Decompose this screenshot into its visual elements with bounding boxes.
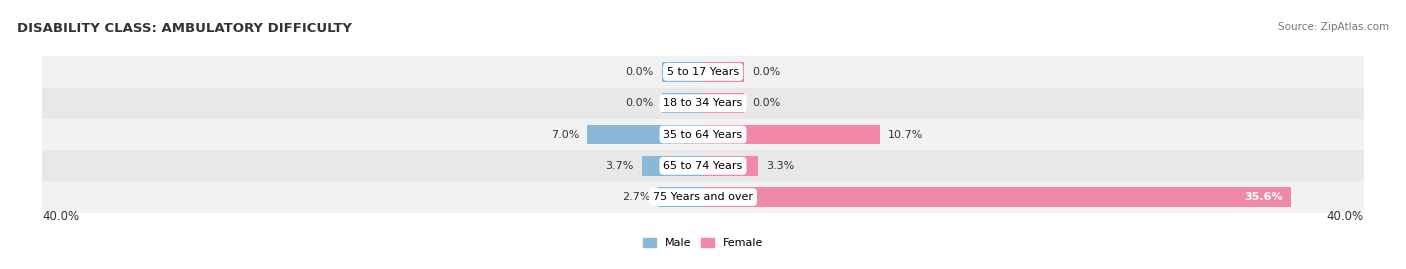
- Text: 3.7%: 3.7%: [605, 161, 634, 171]
- Bar: [703, 125, 880, 144]
- Bar: [588, 125, 703, 144]
- Bar: [42, 119, 1364, 150]
- Text: 0.0%: 0.0%: [752, 67, 780, 77]
- Text: 40.0%: 40.0%: [1327, 210, 1364, 223]
- Text: 18 to 34 Years: 18 to 34 Years: [664, 98, 742, 108]
- Bar: [42, 56, 1364, 87]
- Text: 7.0%: 7.0%: [551, 129, 579, 140]
- Text: 35 to 64 Years: 35 to 64 Years: [664, 129, 742, 140]
- Text: 5 to 17 Years: 5 to 17 Years: [666, 67, 740, 77]
- Text: 10.7%: 10.7%: [889, 129, 924, 140]
- Bar: [703, 187, 1291, 207]
- Bar: [703, 156, 758, 175]
- Text: 2.7%: 2.7%: [621, 192, 650, 202]
- Bar: [42, 182, 1364, 213]
- Bar: [703, 94, 744, 113]
- Bar: [643, 156, 703, 175]
- Bar: [703, 62, 744, 82]
- Text: 3.3%: 3.3%: [766, 161, 794, 171]
- Text: 75 Years and over: 75 Years and over: [652, 192, 754, 202]
- Text: 0.0%: 0.0%: [626, 98, 654, 108]
- Legend: Male, Female: Male, Female: [638, 233, 768, 253]
- Text: DISABILITY CLASS: AMBULATORY DIFFICULTY: DISABILITY CLASS: AMBULATORY DIFFICULTY: [17, 22, 352, 34]
- Bar: [42, 87, 1364, 119]
- Text: 0.0%: 0.0%: [752, 98, 780, 108]
- Text: 40.0%: 40.0%: [42, 210, 79, 223]
- Bar: [662, 94, 703, 113]
- Bar: [658, 187, 703, 207]
- Bar: [42, 150, 1364, 182]
- Bar: [662, 62, 703, 82]
- Text: 35.6%: 35.6%: [1244, 192, 1282, 202]
- Text: 0.0%: 0.0%: [626, 67, 654, 77]
- Text: Source: ZipAtlas.com: Source: ZipAtlas.com: [1278, 22, 1389, 31]
- Text: 65 to 74 Years: 65 to 74 Years: [664, 161, 742, 171]
